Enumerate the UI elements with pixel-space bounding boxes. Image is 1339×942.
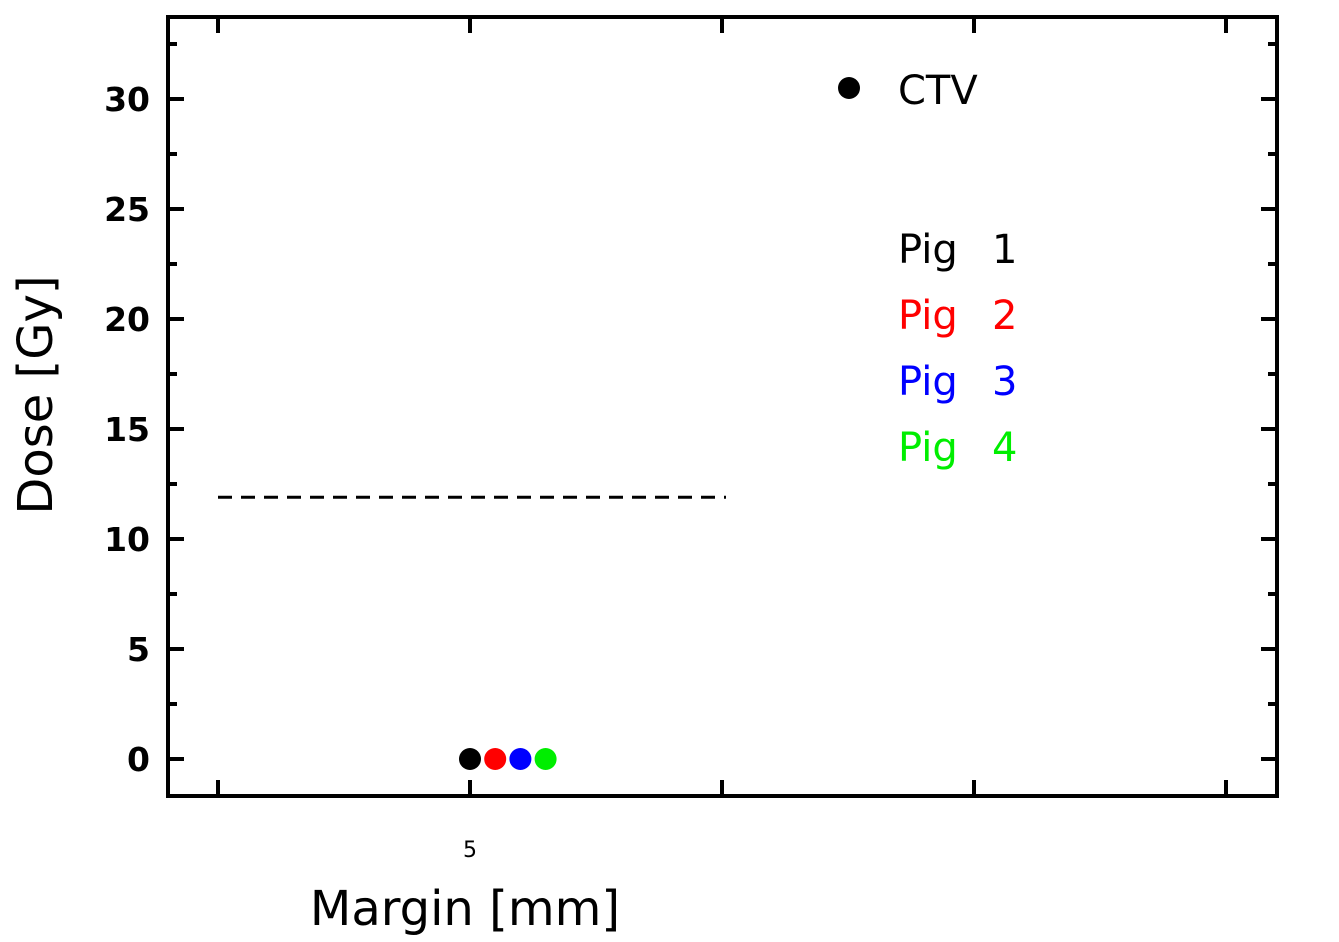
data-points (459, 748, 557, 770)
legend-entry-label: Pig (898, 359, 958, 405)
legend-entries: Pig 1 Pig 2 Pig 3 Pig 4 (898, 227, 1017, 471)
y-tick-label: 0 (127, 740, 150, 779)
legend-entry-label: Pig (898, 425, 958, 471)
data-point-pig-1 (459, 748, 481, 770)
y-tick-label: 15 (104, 410, 150, 449)
axis-ticks (168, 17, 1277, 796)
legend-entry-number: 4 (992, 425, 1017, 471)
x-tick-label: 5 (463, 838, 477, 863)
y-tick-label: 30 (104, 80, 150, 119)
x-axis-title: Margin [mm] (310, 881, 620, 937)
y-tick-label: 25 (104, 190, 150, 229)
y-tick-label: 5 (127, 630, 150, 669)
legend-entry-number: 1 (992, 227, 1017, 273)
y-tick-label: 20 (104, 300, 150, 339)
y-tick-label: 10 (104, 520, 150, 559)
data-point-pig-4 (534, 748, 557, 770)
x-tick-labels: 5 (463, 838, 477, 863)
legend: CTV Pig 1 Pig 2 Pig 3 Pig 4 (838, 68, 1017, 471)
legend-ctv-label: CTV (898, 68, 978, 114)
legend-entry-label: Pig (898, 293, 958, 339)
y-tick-labels: 0 5 10 15 20 25 30 (104, 80, 150, 779)
plot-frame (166, 15, 1279, 798)
legend-entry-number: 3 (992, 359, 1017, 405)
legend-ctv-marker (838, 77, 860, 99)
data-point-pig-3 (509, 748, 532, 770)
y-axis-title: Dose [Gy] (8, 275, 64, 514)
legend-entry-number: 2 (992, 293, 1017, 339)
legend-entry-label: Pig (898, 227, 958, 273)
data-point-pig-2 (484, 748, 507, 770)
